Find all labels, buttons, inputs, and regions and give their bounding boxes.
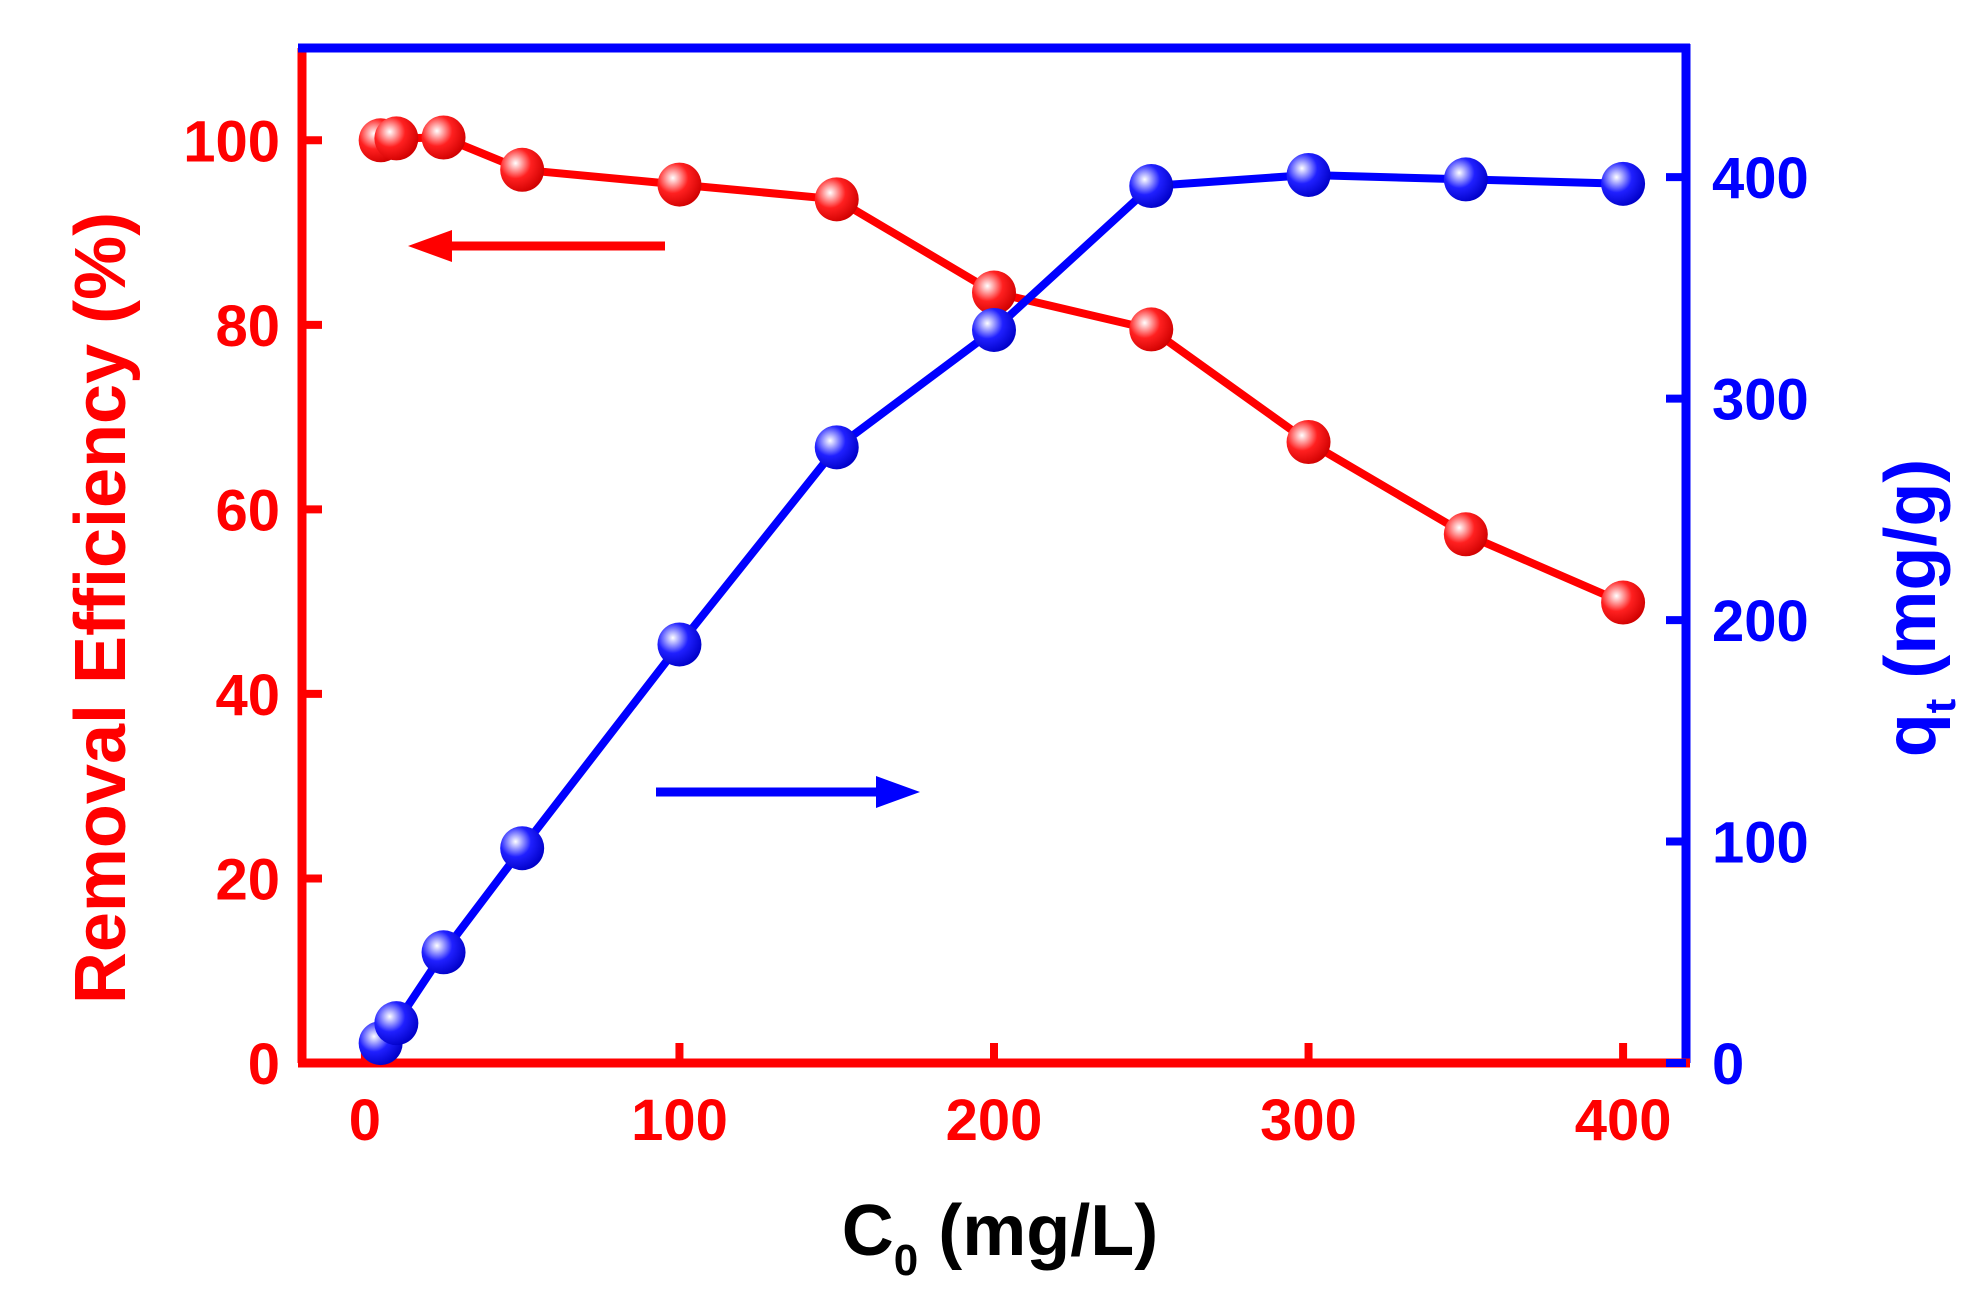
- data-point-removal-efficiency: [1286, 420, 1331, 465]
- data-point-removal-efficiency: [374, 116, 419, 161]
- y-left-axis-title: Removal Efficiency (%): [61, 212, 141, 1004]
- y-left-tick-label: 100: [183, 109, 280, 174]
- left-direction-arrow: [408, 230, 665, 262]
- ticks-layer: 0 100 200 300 400 0 20 40 60 80 100 0 100 200 300 400: [183, 109, 1809, 1153]
- y-left-tick-label: 0: [248, 1032, 280, 1097]
- data-point-qt: [814, 425, 859, 470]
- markers-layer: [358, 115, 1646, 1066]
- data-point-qt: [1601, 161, 1646, 206]
- data-point-qt: [1286, 152, 1331, 197]
- y-right-tick-label: 200: [1712, 589, 1809, 654]
- y-right-tick-label: 0: [1712, 1032, 1744, 1097]
- x-tick-label: 400: [1575, 1088, 1672, 1153]
- data-point-removal-efficiency: [500, 147, 545, 192]
- data-point-qt: [500, 826, 545, 871]
- data-point-removal-efficiency: [421, 115, 466, 160]
- right-direction-arrow: [656, 776, 920, 808]
- data-point-removal-efficiency: [972, 270, 1016, 315]
- x-tick-label: 200: [946, 1088, 1043, 1153]
- y-right-tick-label: 300: [1712, 368, 1809, 433]
- data-point-removal-efficiency: [1601, 580, 1646, 625]
- data-point-qt: [657, 622, 702, 667]
- data-point-removal-efficiency: [657, 162, 702, 207]
- y-left-tick-label: 20: [215, 847, 280, 912]
- data-point-removal-efficiency: [814, 177, 859, 222]
- y-right-tick-label: 100: [1712, 811, 1809, 876]
- x-axis-title: C0 (mg/L): [842, 1191, 1158, 1285]
- data-point-qt: [1129, 164, 1174, 209]
- data-point-removal-efficiency: [1129, 307, 1174, 352]
- x-tick-label: 0: [349, 1088, 381, 1153]
- series-line-removal-efficiency: [380, 133, 1625, 607]
- y-right-tick-label: 400: [1712, 146, 1809, 211]
- data-point-removal-efficiency: [1443, 512, 1488, 557]
- y-left-tick-label: 80: [215, 294, 280, 359]
- data-point-qt: [1443, 157, 1488, 202]
- data-point-qt: [421, 930, 466, 975]
- y-left-tick-label: 40: [215, 663, 280, 728]
- x-tick-label: 100: [631, 1088, 728, 1153]
- data-point-qt: [972, 307, 1016, 352]
- y-left-tick-label: 60: [215, 478, 280, 543]
- x-tick-label: 300: [1260, 1088, 1357, 1153]
- y-right-axis-title: qt (mg/g): [1871, 459, 1965, 758]
- data-point-qt: [374, 1001, 419, 1046]
